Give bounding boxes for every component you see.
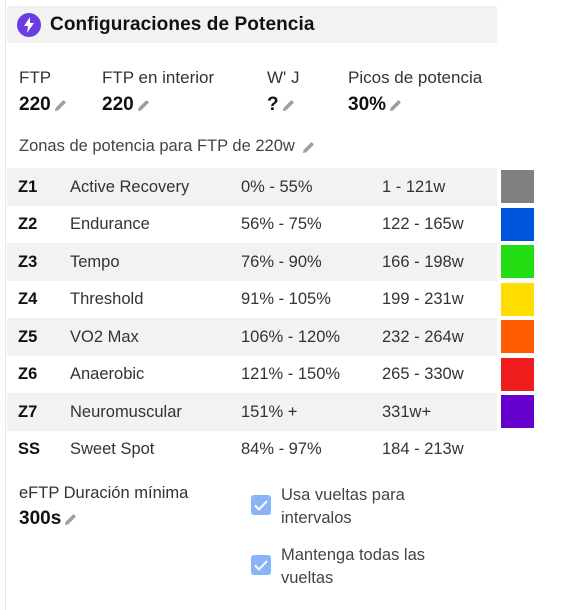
zone-id: Z1 (18, 177, 38, 196)
zones-caption: Zonas de potencia para FTP de 220w (19, 137, 316, 156)
zone-watts: 122 - 165w (382, 215, 464, 234)
zone-color-swatch[interactable] (501, 207, 534, 241)
zone-id: Z5 (18, 327, 38, 346)
eftp-value: 300s (19, 508, 62, 529)
keep-laps-label: Mantenga todas las vueltas (281, 546, 426, 587)
zone-row: Z3 Tempo 76% - 90% 166 - 198w (7, 243, 537, 281)
eftp-min-duration: eFTP Duración mínima 300s (19, 483, 188, 530)
zone-watts: 232 - 264w (382, 327, 464, 346)
zone-percent: 56% - 75% (241, 215, 322, 234)
zone-percent: 0% - 55% (241, 177, 313, 196)
use-laps-option[interactable]: Usa vueltas para intervalos (251, 484, 471, 530)
zone-id: Z4 (18, 290, 38, 309)
zone-watts: 265 - 330w (382, 365, 464, 384)
zone-row: Z7 Neuromuscular 151% + 331w+ (7, 393, 537, 431)
zone-row: Z1 Active Recovery 0% - 55% 1 - 121w (7, 168, 537, 206)
zone-name: Anaerobic (70, 365, 145, 384)
stat-ftp-indoor: FTP en interior 220 (102, 68, 214, 116)
power-zones-table: Z1 Active Recovery 0% - 55% 1 - 121w Z2 … (7, 168, 537, 468)
zone-percent: 151% + (241, 402, 298, 421)
checkmark-icon (254, 499, 268, 511)
panel-left-border (5, 0, 6, 610)
zone-id: Z6 (18, 365, 38, 384)
keep-laps-option[interactable]: Mantenga todas las vueltas (251, 544, 471, 590)
stat-w-prime-label: W' J (267, 68, 300, 87)
edit-pencil-icon[interactable] (389, 98, 403, 112)
keep-laps-checkbox[interactable] (251, 555, 271, 575)
zone-id: SS (18, 440, 41, 459)
zone-id: Z7 (18, 402, 38, 421)
zone-row: Z4 Threshold 91% - 105% 199 - 231w (7, 281, 537, 319)
zone-name: VO2 Max (70, 327, 139, 346)
use-laps-label: Usa vueltas para intervalos (281, 486, 405, 527)
zone-color-swatch[interactable] (501, 357, 534, 391)
stat-ftp-label: FTP (19, 68, 52, 87)
use-laps-checkbox[interactable] (251, 495, 271, 515)
zone-percent: 84% - 97% (241, 440, 322, 459)
zone-color-swatch[interactable] (501, 320, 534, 353)
edit-pencil-icon[interactable] (302, 140, 316, 154)
zone-watts: 331w+ (382, 402, 432, 421)
zone-color-swatch[interactable] (501, 282, 534, 316)
zone-name: Tempo (70, 252, 120, 271)
stat-peaks: Picos de potencia 30% (348, 68, 482, 116)
zone-name: Threshold (70, 290, 144, 309)
zone-id: Z2 (18, 215, 38, 234)
zone-row: SS Sweet Spot 84% - 97% 184 - 213w (7, 431, 537, 469)
zone-name: Endurance (70, 215, 150, 234)
power-settings-card: Configuraciones de Potencia FTP 220 FTP … (7, 0, 559, 610)
zone-name: Sweet Spot (70, 440, 155, 459)
zone-watts: 166 - 198w (382, 252, 464, 271)
stat-peaks-label: Picos de potencia (348, 68, 483, 87)
zone-percent: 106% - 120% (241, 327, 341, 346)
zone-id: Z3 (18, 252, 38, 271)
eftp-label: eFTP Duración mínima (19, 484, 189, 502)
card-title: Configuraciones de Potencia (50, 13, 315, 35)
zone-percent: 91% - 105% (241, 290, 331, 309)
checkmark-icon (254, 559, 268, 571)
zone-color-swatch[interactable] (501, 170, 534, 203)
stat-ftp-value: 220 (19, 94, 51, 115)
zone-row: Z6 Anaerobic 121% - 150% 265 - 330w (7, 356, 537, 394)
zone-watts: 184 - 213w (382, 440, 464, 459)
stat-ftp-indoor-label: FTP en interior (102, 68, 215, 87)
stat-ftp: FTP 220 (19, 68, 68, 116)
zone-name: Active Recovery (70, 177, 190, 196)
edit-pencil-icon[interactable] (137, 98, 151, 112)
zone-name: Neuromuscular (70, 402, 182, 421)
lightning-bolt-icon (17, 12, 41, 37)
card-header: Configuraciones de Potencia (7, 6, 497, 43)
zone-percent: 76% - 90% (241, 252, 322, 271)
zone-color-swatch[interactable] (501, 245, 534, 278)
zone-color-swatch[interactable] (501, 395, 534, 428)
edit-pencil-icon[interactable] (54, 98, 68, 112)
zone-watts: 1 - 121w (382, 177, 446, 196)
zone-watts: 199 - 231w (382, 290, 464, 309)
zone-row: Z2 Endurance 56% - 75% 122 - 165w (7, 206, 537, 244)
lap-options: Usa vueltas para intervalos Mantenga tod… (251, 484, 471, 604)
edit-pencil-icon[interactable] (282, 98, 296, 112)
zones-caption-text: Zonas de potencia para FTP de 220w (19, 137, 295, 155)
zone-row: Z5 VO2 Max 106% - 120% 232 - 264w (7, 318, 537, 356)
zone-percent: 121% - 150% (241, 365, 341, 384)
stat-w-prime-value: ? (267, 94, 279, 115)
edit-pencil-icon[interactable] (64, 512, 78, 526)
stat-peaks-value: 30% (348, 94, 387, 115)
stat-w-prime: W' J ? (267, 68, 300, 116)
stat-ftp-indoor-value: 220 (102, 94, 134, 115)
